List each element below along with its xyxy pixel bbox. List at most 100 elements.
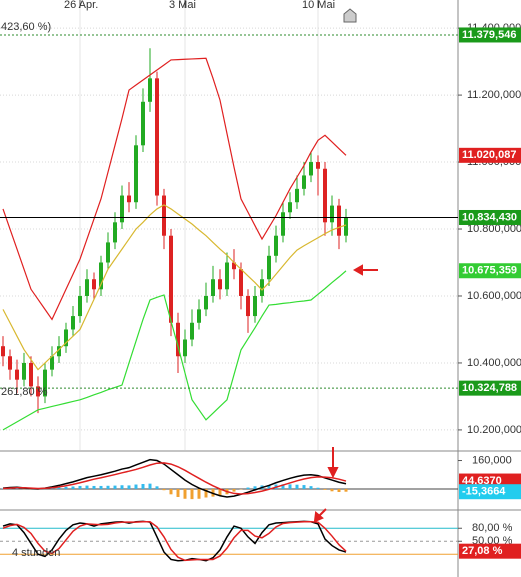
candle-body [337, 205, 341, 236]
histogram-bar [288, 484, 292, 489]
price-box-label: 11.020,087 [462, 149, 516, 161]
candle-body [1, 346, 5, 357]
histogram-bar [323, 488, 327, 490]
candle-body [323, 168, 327, 223]
indicator-line [2, 57, 347, 321]
candle-body [190, 322, 194, 340]
candle-body [260, 279, 264, 296]
histogram-bar [204, 488, 208, 498]
candle-body [15, 369, 19, 380]
price-box-label: 10.324,788 [462, 382, 517, 394]
price-box-label: -15,3664 [462, 486, 506, 498]
price-box [459, 147, 521, 163]
candle-body [281, 212, 285, 236]
histogram-bar [15, 488, 19, 489]
price-box-label: 44,6370 [462, 475, 502, 487]
level-note: 423,60 %) [1, 21, 51, 33]
histogram-bar [344, 488, 348, 492]
price-box [459, 484, 521, 500]
candle-body [127, 195, 131, 203]
candle-body [232, 262, 236, 270]
scroll-marker[interactable] [343, 8, 357, 23]
candle-body [204, 295, 208, 310]
indicator-line [2, 204, 347, 371]
candle-body [239, 269, 243, 296]
histogram-bar [253, 486, 257, 489]
indicator-line [2, 270, 347, 431]
histogram-bar [134, 484, 138, 489]
y-tick-label: 80,00 % [472, 522, 513, 534]
candle-body [253, 295, 257, 317]
histogram-bar [267, 485, 271, 489]
candle-body [50, 356, 54, 370]
candle-body [176, 322, 180, 357]
candle-body [344, 217, 348, 236]
indicator-line [2, 521, 347, 562]
histogram-bar [85, 485, 89, 489]
histogram-bar [106, 485, 110, 489]
level-note: 261,80 % [1, 386, 48, 398]
price-box [459, 27, 521, 43]
candle-body [43, 369, 47, 397]
histogram-bar [120, 485, 124, 489]
price-box [459, 209, 521, 225]
candle-body [295, 188, 299, 203]
candle-body [71, 316, 75, 330]
histogram-bar [99, 485, 103, 489]
y-tick-label: 10.600,000 [467, 290, 521, 302]
candle-body [288, 202, 292, 213]
indicator-line [2, 462, 347, 495]
histogram-bar [50, 488, 54, 489]
candle-body [141, 101, 145, 146]
candle-body [134, 145, 138, 203]
price-box [459, 543, 521, 559]
candle-body [197, 309, 201, 323]
candle-body [169, 235, 173, 323]
price-box-label: 10.834,430 [462, 211, 517, 223]
histogram-bar [218, 488, 222, 496]
candle-body [316, 162, 320, 169]
histogram-bar [57, 487, 61, 489]
price-box [459, 263, 521, 279]
x-tick-label: 26 Apr. [64, 0, 98, 11]
candle-body [78, 295, 82, 317]
candle-body [8, 356, 12, 370]
candle-body [267, 255, 271, 280]
candle-body [274, 235, 278, 256]
histogram-bar [302, 485, 306, 489]
histogram-bar [71, 486, 75, 489]
x-tick-label: 10 Mai [302, 0, 335, 11]
histogram-bar [197, 488, 201, 499]
histogram-bar [162, 488, 166, 491]
histogram-bar [78, 485, 82, 489]
y-tick-label: 10.400,000 [467, 357, 521, 369]
candle-body [57, 346, 61, 357]
arrow [313, 264, 378, 523]
x-tick-label: 3 Mai [169, 0, 196, 11]
histogram-bar [309, 486, 313, 489]
histogram-bar [169, 488, 173, 495]
candle-body [148, 78, 152, 102]
candle-body [120, 195, 124, 223]
candle-body [113, 222, 117, 243]
histogram-bar [155, 486, 159, 489]
histogram-bar [127, 485, 131, 489]
candle-body [211, 279, 215, 296]
candle-body [99, 262, 103, 290]
candle-body [29, 362, 33, 387]
y-tick-label: 160,000 [472, 454, 512, 466]
candle-body [85, 279, 89, 296]
candle-body [92, 279, 96, 290]
histogram-bar [316, 487, 320, 489]
price-box-label: 27,08 % [462, 545, 503, 557]
histogram-bar [176, 488, 180, 497]
price-box [459, 380, 521, 396]
histogram-bar [330, 488, 334, 492]
histogram-bar [92, 485, 96, 489]
y-tick-label: 10.800,000 [467, 223, 521, 235]
histogram-bar [190, 488, 194, 500]
candle-body [36, 386, 40, 397]
y-tick-label: 10.200,000 [467, 424, 521, 436]
